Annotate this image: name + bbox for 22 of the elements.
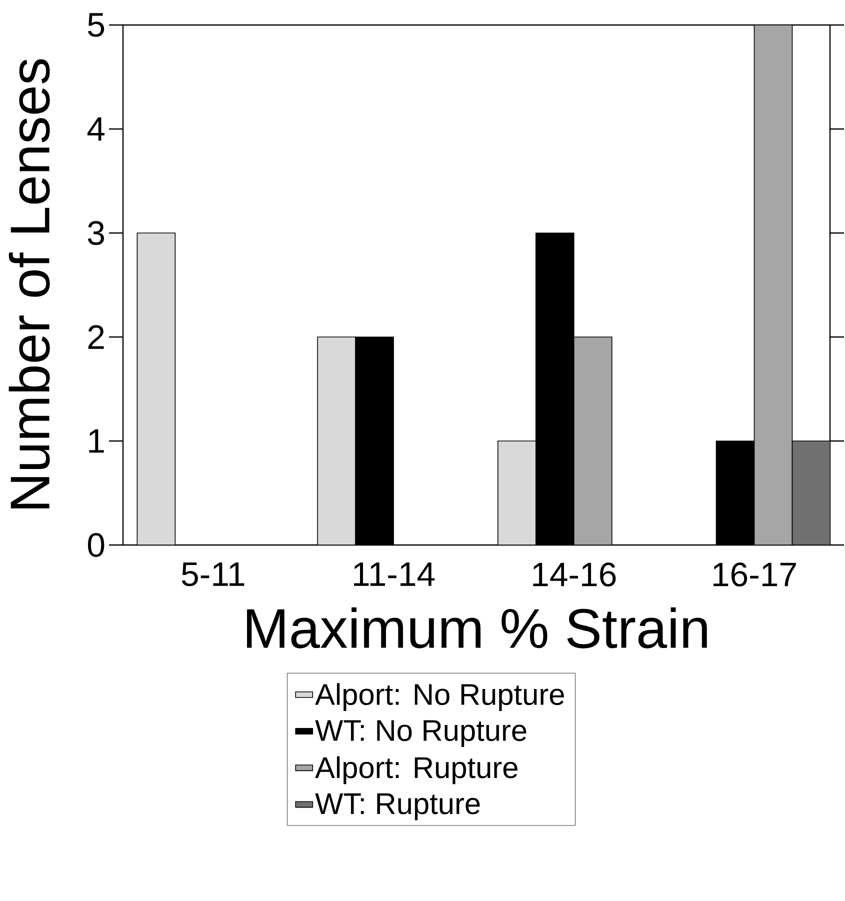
bar <box>318 336 356 545</box>
y-tick-label: 2 <box>88 325 104 349</box>
y-tick-label: 4 <box>88 117 105 141</box>
y-tick-label: 1 <box>89 429 104 453</box>
x-tick-label: 11-14 <box>354 562 435 586</box>
legend-label: WT: Rupture <box>315 793 480 820</box>
y-tick-label: 3 <box>88 221 104 245</box>
legend-label: WT: No Rupture <box>315 720 526 748</box>
bar <box>792 440 830 545</box>
y-tick-label: 0 <box>88 533 104 557</box>
legend-label: Alport: Rupture <box>315 756 518 784</box>
bar <box>574 336 612 545</box>
x-axis-title: Maximum % Strain <box>247 607 708 648</box>
y-axis-title: Number of Lenses <box>9 59 50 508</box>
bar <box>498 440 536 545</box>
x-tick-label: 14-16 <box>533 562 616 586</box>
x-tick-label: 16-17 <box>714 562 796 586</box>
bar <box>137 233 176 545</box>
y-tick-label: 5 <box>88 13 104 37</box>
x-tick-label: 5-11 <box>182 562 244 586</box>
legend-label: Alport: No Rupture <box>315 683 564 711</box>
bar <box>754 24 793 545</box>
